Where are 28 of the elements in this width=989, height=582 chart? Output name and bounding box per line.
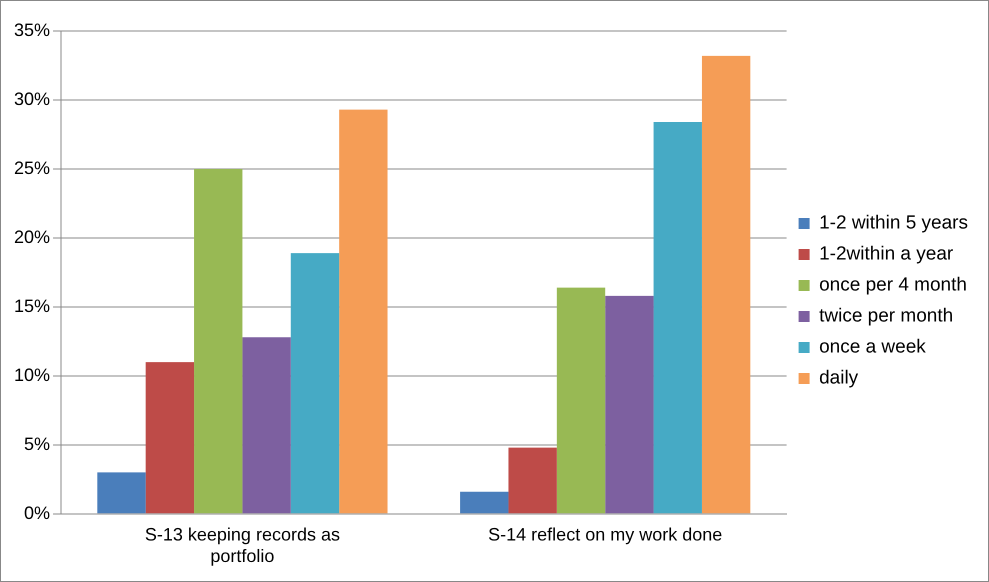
legend-label: 1-2 within 5 years (819, 212, 968, 234)
y-tick-label: 5% (24, 434, 50, 454)
x-tick-label: S-13 keeping records as portfolio (144, 524, 340, 566)
y-tick-label: 0% (24, 502, 50, 523)
y-tick-label: 10% (14, 364, 50, 385)
y-tick-label: 35% (14, 20, 50, 40)
legend-label: daily (819, 368, 859, 389)
y-tick-label: 30% (14, 88, 50, 109)
x-tick-label: S-14 reflect on my work done (488, 524, 722, 545)
bar (605, 296, 654, 514)
y-tick-label: 20% (14, 226, 50, 247)
bar (508, 448, 557, 514)
bar (556, 288, 606, 514)
bar (146, 362, 194, 514)
bar (702, 56, 750, 514)
legend-label: once per 4 month (819, 274, 967, 296)
y-tick-label: 25% (14, 158, 50, 178)
legend-label: once a week (819, 336, 926, 358)
bar (194, 168, 242, 514)
bar (339, 110, 388, 514)
bar (654, 122, 702, 514)
bar (460, 492, 508, 514)
legend-label: twice per month (819, 306, 954, 327)
y-tick-label: 15% (14, 296, 50, 316)
bar (97, 472, 146, 514)
bar (242, 337, 291, 514)
legend-label: 1-2within a year (819, 244, 954, 265)
bar (290, 253, 340, 514)
